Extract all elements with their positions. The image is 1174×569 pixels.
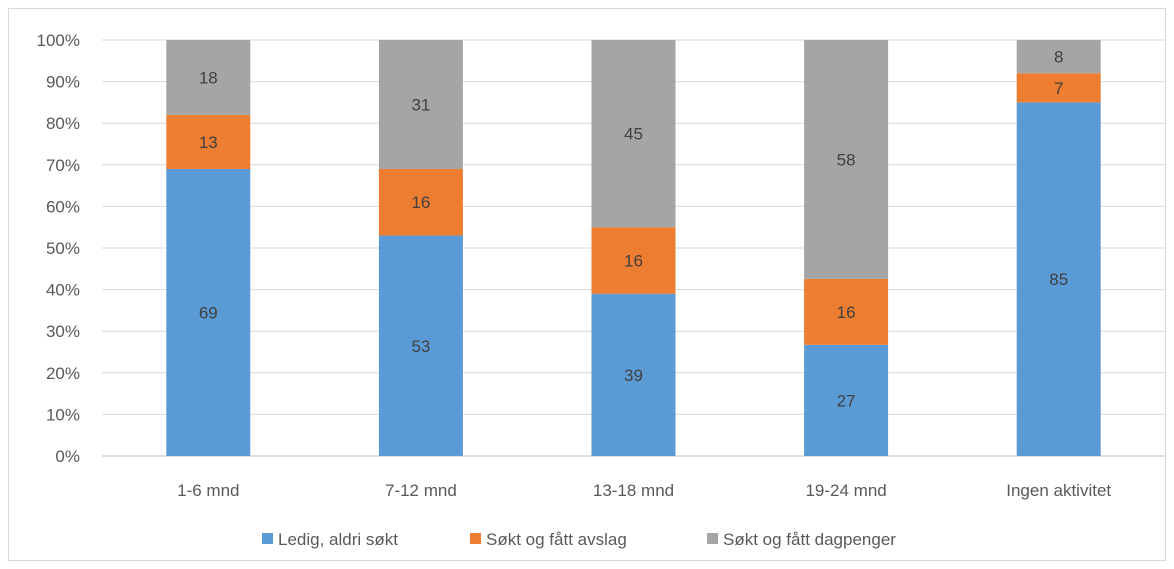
y-tick-label: 90%: [46, 73, 80, 92]
x-category-label: Ingen aktivitet: [1006, 481, 1111, 500]
y-tick-label: 100%: [37, 31, 80, 50]
bar-segment: [1016, 102, 1101, 457]
bar-segment: [804, 278, 889, 345]
data-label: 18: [199, 68, 218, 87]
legend-label: Søkt og fått dagpenger: [723, 530, 896, 549]
data-label: 13: [199, 133, 218, 152]
bar-segment: [804, 344, 889, 456]
data-label: 58: [837, 150, 856, 169]
data-label: 53: [411, 337, 430, 356]
bar-segment: [591, 293, 676, 456]
data-label: 45: [624, 125, 643, 144]
x-category-label: 13-18 mnd: [593, 481, 674, 500]
bar-segment: [166, 40, 251, 115]
y-tick-label: 20%: [46, 364, 80, 383]
legend-swatch: [470, 533, 481, 544]
bar-segment: [378, 235, 463, 456]
data-label: 16: [837, 303, 856, 322]
y-tick-label: 50%: [46, 239, 80, 258]
bar-segment: [1016, 40, 1101, 74]
bar-segment: [166, 114, 251, 169]
legend-swatch: [707, 533, 718, 544]
x-category-label: 7-12 mnd: [385, 481, 457, 500]
data-label: 31: [411, 95, 430, 114]
y-tick-label: 30%: [46, 322, 80, 341]
bar-segment: [1016, 73, 1101, 103]
bar-segment: [378, 168, 463, 236]
y-tick-label: 60%: [46, 197, 80, 216]
x-category-label: 1-6 mnd: [177, 481, 239, 500]
data-label: 16: [624, 251, 643, 270]
data-label: 16: [411, 193, 430, 212]
legend-label: Ledig, aldri søkt: [278, 530, 398, 549]
legend-swatch: [262, 533, 273, 544]
y-tick-label: 70%: [46, 156, 80, 175]
data-label: 8: [1054, 48, 1063, 67]
bars: [166, 40, 1101, 457]
y-tick-label: 10%: [46, 405, 80, 424]
data-label: 39: [624, 366, 643, 385]
data-label: 27: [837, 391, 856, 410]
bar-segment: [166, 168, 251, 456]
bar-segment: [378, 40, 463, 169]
data-label: 69: [199, 303, 218, 322]
data-labels: 69 13 18 53 16 31 39 16 45 27 16 58 85 7 8: [199, 48, 1068, 411]
y-axis-tick-labels: 0% 10% 20% 30% 40% 50% 60% 70% 80% 90% 100%: [37, 31, 80, 466]
bar-segment: [804, 40, 889, 279]
data-label: 85: [1049, 270, 1068, 289]
x-category-label: 19-24 mnd: [805, 481, 886, 500]
x-axis-category-labels: 1-6 mnd 7-12 mnd 13-18 mnd 19-24 mnd Ingen a…: [177, 481, 1111, 500]
y-tick-label: 80%: [46, 114, 80, 133]
legend: Ledig, aldri søkt Søkt og fått avslag Søkt…: [262, 530, 896, 549]
data-label: 7: [1054, 79, 1063, 98]
legend-label: Søkt og fått avslag: [486, 530, 627, 549]
bar-segment: [591, 40, 676, 228]
bar-segment: [591, 227, 676, 294]
y-tick-label: 0%: [55, 447, 80, 466]
y-tick-label: 40%: [46, 281, 80, 300]
